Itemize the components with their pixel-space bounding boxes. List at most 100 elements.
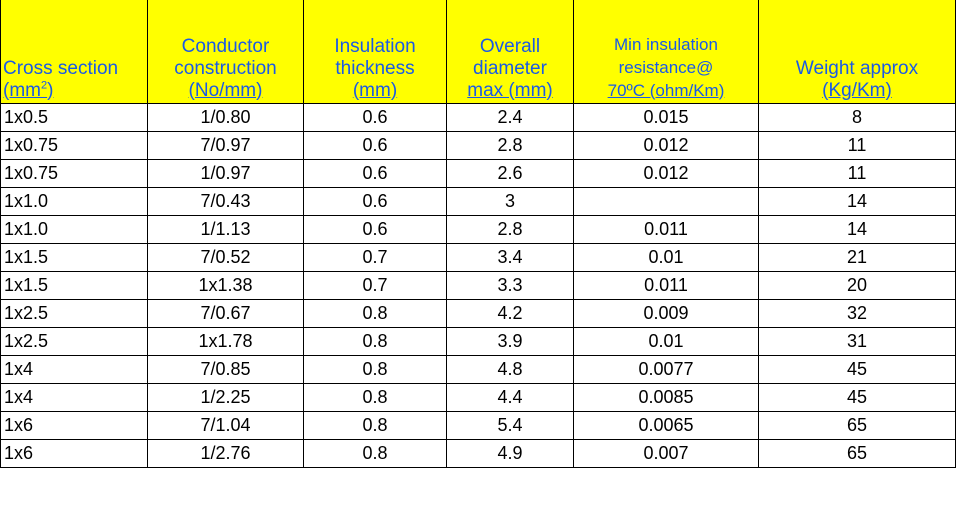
header-diameter-line1: Overall — [479, 35, 541, 57]
cell-insulation: 0.6 — [303, 158, 447, 188]
cell-diameter: 3.9 — [446, 326, 574, 356]
cell-cross-section: 1x0.5 — [0, 102, 148, 132]
table-row: 1x1.5 1x1.38 0.7 3.3 0.011 20 — [0, 270, 956, 300]
header-resistance-line1: Min insulation — [614, 34, 718, 54]
cell-insulation: 0.7 — [303, 270, 447, 300]
cell-weight: 20 — [758, 270, 956, 300]
cell-conductor: 7/0.85 — [147, 354, 304, 384]
table-row: 1x0.75 1/0.97 0.6 2.6 0.012 11 — [0, 158, 956, 188]
header-cross-section: Cross section (mm2) — [0, 0, 148, 104]
table-row: 1x2.5 7/0.67 0.8 4.2 0.009 32 — [0, 298, 956, 328]
header-resistance-line3: 70ºC (ohm/Km) — [607, 80, 725, 100]
cell-cross-section: 1x1.0 — [0, 186, 148, 216]
cell-resistance: 0.0085 — [573, 382, 759, 412]
cell-cross-section: 1x2.5 — [0, 298, 148, 328]
cell-weight: 8 — [758, 102, 956, 132]
cell-weight: 65 — [758, 438, 956, 468]
cable-spec-table: Cross section (mm2) Conductor constructi… — [0, 0, 956, 468]
cell-conductor: 7/0.52 — [147, 242, 304, 272]
cell-diameter: 2.4 — [446, 102, 574, 132]
table-row: 1x2.5 1x1.78 0.8 3.9 0.01 31 — [0, 326, 956, 356]
header-resistance-line2: resistance@ — [618, 57, 714, 77]
cell-diameter: 3.3 — [446, 270, 574, 300]
table-row: 1x4 1/2.25 0.8 4.4 0.0085 45 — [0, 382, 956, 412]
header-cross-section-unit: (mm2) — [3, 80, 145, 102]
cell-cross-section: 1x1.5 — [0, 270, 148, 300]
cell-weight: 11 — [758, 158, 956, 188]
cell-insulation: 0.6 — [303, 130, 447, 160]
header-insulation-line2: thickness — [335, 57, 415, 79]
header-diameter-line2: diameter — [473, 57, 547, 79]
table-header: Cross section (mm2) Conductor constructi… — [0, 0, 956, 104]
cell-resistance — [573, 186, 759, 216]
cell-conductor: 1x1.78 — [147, 326, 304, 356]
table-row: 1x1.5 7/0.52 0.7 3.4 0.01 21 — [0, 242, 956, 272]
cell-insulation: 0.8 — [303, 354, 447, 384]
cell-diameter: 4.4 — [446, 382, 574, 412]
cell-diameter: 3.4 — [446, 242, 574, 272]
cell-diameter: 4.2 — [446, 298, 574, 328]
header-weight: Weight approx (Kg/Km) — [758, 0, 956, 104]
cell-diameter: 2.8 — [446, 130, 574, 160]
cell-diameter: 2.8 — [446, 214, 574, 244]
header-insulation-line3: (mm) — [352, 79, 398, 101]
cell-weight: 14 — [758, 186, 956, 216]
cell-conductor: 1/0.80 — [147, 102, 304, 132]
cell-insulation: 0.8 — [303, 438, 447, 468]
cell-resistance: 0.015 — [573, 102, 759, 132]
cell-resistance: 0.01 — [573, 242, 759, 272]
cell-cross-section: 1x0.75 — [0, 158, 148, 188]
cell-diameter: 4.9 — [446, 438, 574, 468]
header-insulation: Insulation thickness (mm) — [303, 0, 447, 104]
cell-diameter: 2.6 — [446, 158, 574, 188]
cell-cross-section: 1x4 — [0, 354, 148, 384]
table-row: 1x0.75 7/0.97 0.6 2.8 0.012 11 — [0, 130, 956, 160]
header-cross-section-line1: Cross section — [3, 57, 119, 79]
table-row: 1x0.5 1/0.80 0.6 2.4 0.015 8 — [0, 102, 956, 132]
cell-resistance: 0.012 — [573, 158, 759, 188]
cell-diameter: 4.8 — [446, 354, 574, 384]
cell-conductor: 1/2.76 — [147, 438, 304, 468]
header-row: Cross section (mm2) Conductor constructi… — [0, 0, 956, 104]
cell-cross-section: 1x4 — [0, 382, 148, 412]
table-row: 1x6 7/1.04 0.8 5.4 0.0065 65 — [0, 410, 956, 440]
cell-weight: 11 — [758, 130, 956, 160]
header-cross-section-unit-suffix: ) — [47, 79, 54, 101]
cell-weight: 31 — [758, 326, 956, 356]
cell-conductor: 7/0.97 — [147, 130, 304, 160]
header-cross-section-unit-sup: 2 — [40, 79, 48, 92]
cell-insulation: 0.8 — [303, 410, 447, 440]
header-cross-section-unit-prefix: (mm — [3, 79, 41, 101]
cell-resistance: 0.009 — [573, 298, 759, 328]
cell-resistance: 0.011 — [573, 214, 759, 244]
cell-conductor: 1/2.25 — [147, 382, 304, 412]
cell-cross-section: 1x1.5 — [0, 242, 148, 272]
cell-resistance: 0.0077 — [573, 354, 759, 384]
table-body: 1x0.5 1/0.80 0.6 2.4 0.015 8 1x0.75 7/0.97 0.6 2.… — [0, 102, 956, 468]
cell-conductor: 1/1.13 — [147, 214, 304, 244]
cell-diameter: 3 — [446, 186, 574, 216]
cell-weight: 65 — [758, 410, 956, 440]
cell-weight: 32 — [758, 298, 956, 328]
cell-cross-section: 1x6 — [0, 410, 148, 440]
cell-insulation: 0.6 — [303, 214, 447, 244]
cell-resistance: 0.012 — [573, 130, 759, 160]
cell-conductor: 1x1.38 — [147, 270, 304, 300]
header-diameter-line3: max (mm) — [467, 79, 553, 101]
header-weight-line2: (Kg/Km) — [822, 79, 892, 101]
cell-weight: 21 — [758, 242, 956, 272]
table-row: 1x1.0 1/1.13 0.6 2.8 0.011 14 — [0, 214, 956, 244]
header-insulation-line1: Insulation — [334, 35, 416, 57]
header-conductor-line1: Conductor — [181, 35, 270, 57]
cell-insulation: 0.6 — [303, 102, 447, 132]
header-conductor: Conductor construction (No/mm) — [147, 0, 304, 104]
cell-cross-section: 1x1.0 — [0, 214, 148, 244]
cell-conductor: 7/0.67 — [147, 298, 304, 328]
cell-weight: 14 — [758, 214, 956, 244]
cell-conductor: 7/0.43 — [147, 186, 304, 216]
header-diameter: Overall diameter max (mm) — [446, 0, 574, 104]
table-row: 1x1.0 7/0.43 0.6 3 14 — [0, 186, 956, 216]
cell-resistance: 0.011 — [573, 270, 759, 300]
cell-insulation: 0.7 — [303, 242, 447, 272]
cell-resistance: 0.01 — [573, 326, 759, 356]
